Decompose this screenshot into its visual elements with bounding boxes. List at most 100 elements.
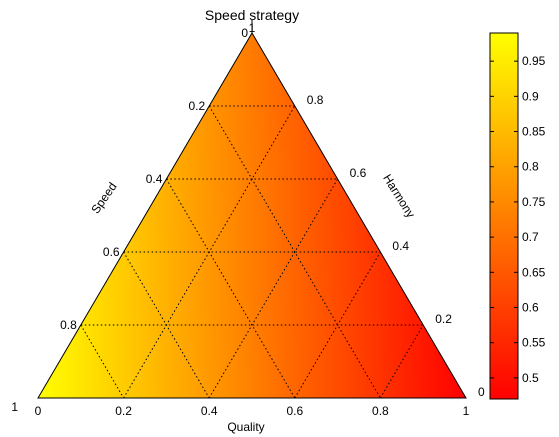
heat-cell [166,225,171,230]
heat-cell [134,265,139,270]
heat-cell [198,345,203,350]
heat-cell [350,185,355,190]
heat-cell [230,97,235,102]
heat-cell [90,373,95,378]
heat-cell [262,37,267,42]
heat-cell [274,125,279,130]
heat-cell [174,317,179,322]
heat-cell [362,205,367,210]
heat-cell [210,225,215,230]
heat-cell [94,301,99,306]
heat-cell [298,185,303,190]
heat-cell [154,233,159,238]
heat-cell [206,285,211,290]
heat-cell [394,297,399,302]
heat-cell [402,305,407,310]
heat-cell [218,217,223,222]
heat-cell [298,317,303,322]
heat-cell [122,257,127,262]
heat-cell [134,257,139,262]
heat-cell [254,101,259,106]
heat-cell [414,301,419,306]
heat-cell [182,337,187,342]
heat-cell [230,273,235,278]
heat-cell [326,173,331,178]
heat-cell [362,313,367,318]
heat-cell [354,365,359,370]
heat-cell [346,241,351,246]
heat-cell [46,361,51,366]
heat-cell [410,357,415,362]
heat-cell [354,281,359,286]
heat-cell [218,261,223,266]
heat-cell [130,217,135,222]
heat-cell [342,357,347,362]
heat-cell [286,369,291,374]
heat-cell [314,373,319,378]
heat-cell [282,217,287,222]
heat-cell [294,345,299,350]
heat-cell [310,161,315,166]
heat-cell [322,353,327,358]
heat-cell [162,321,167,326]
heat-cell [358,253,363,258]
heat-cell [302,209,307,214]
heat-cell [146,189,151,194]
heat-cell [310,117,315,122]
heat-cell [134,241,139,246]
heat-cell [278,89,283,94]
heat-cell [270,109,275,114]
heat-cell [286,81,291,86]
heat-cell [334,365,339,370]
heat-cell [294,173,299,178]
heat-cell [122,337,127,342]
heat-cell [166,177,171,182]
heat-cell [126,285,131,290]
heat-cell [110,337,115,342]
heat-cell [274,145,279,150]
heat-cell [170,265,175,270]
heat-cell [270,145,275,150]
heat-cell [334,185,339,190]
heat-cell [314,245,319,250]
heat-cell [298,321,303,326]
heat-cell [234,269,239,274]
heat-cell [282,205,287,210]
heat-cell [158,297,163,302]
heat-cell [222,373,227,378]
heat-cell [274,353,279,358]
heat-cell [198,129,203,134]
heat-cell [118,257,123,262]
heat-cell [406,345,411,350]
heat-cell [398,369,403,374]
heat-cell [294,225,299,230]
heat-cell [370,293,375,298]
heat-cell [222,281,227,286]
heat-cell [274,121,279,126]
heat-cell [294,213,299,218]
heat-cell [234,89,239,94]
heat-cell [218,69,223,74]
heat-cell [422,369,427,374]
heat-cell [190,337,195,342]
heat-cell [282,173,287,178]
heat-cell [218,373,223,378]
heat-cell [202,253,207,258]
heat-cell [190,185,195,190]
heat-cell [214,209,219,214]
heat-cell [174,297,179,302]
heat-cell [310,281,315,286]
heat-cell [286,189,291,194]
heat-cell [214,149,219,154]
heat-cell [350,229,355,234]
heat-cell [226,337,231,342]
heat-cell [266,197,271,202]
heat-cell [178,233,183,238]
heat-cell [234,273,239,278]
heat-cell [274,225,279,230]
heat-cell [158,253,163,258]
heat-cell [190,341,195,346]
heat-cell [254,145,259,150]
heat-cell [258,89,263,94]
heat-cell [226,289,231,294]
